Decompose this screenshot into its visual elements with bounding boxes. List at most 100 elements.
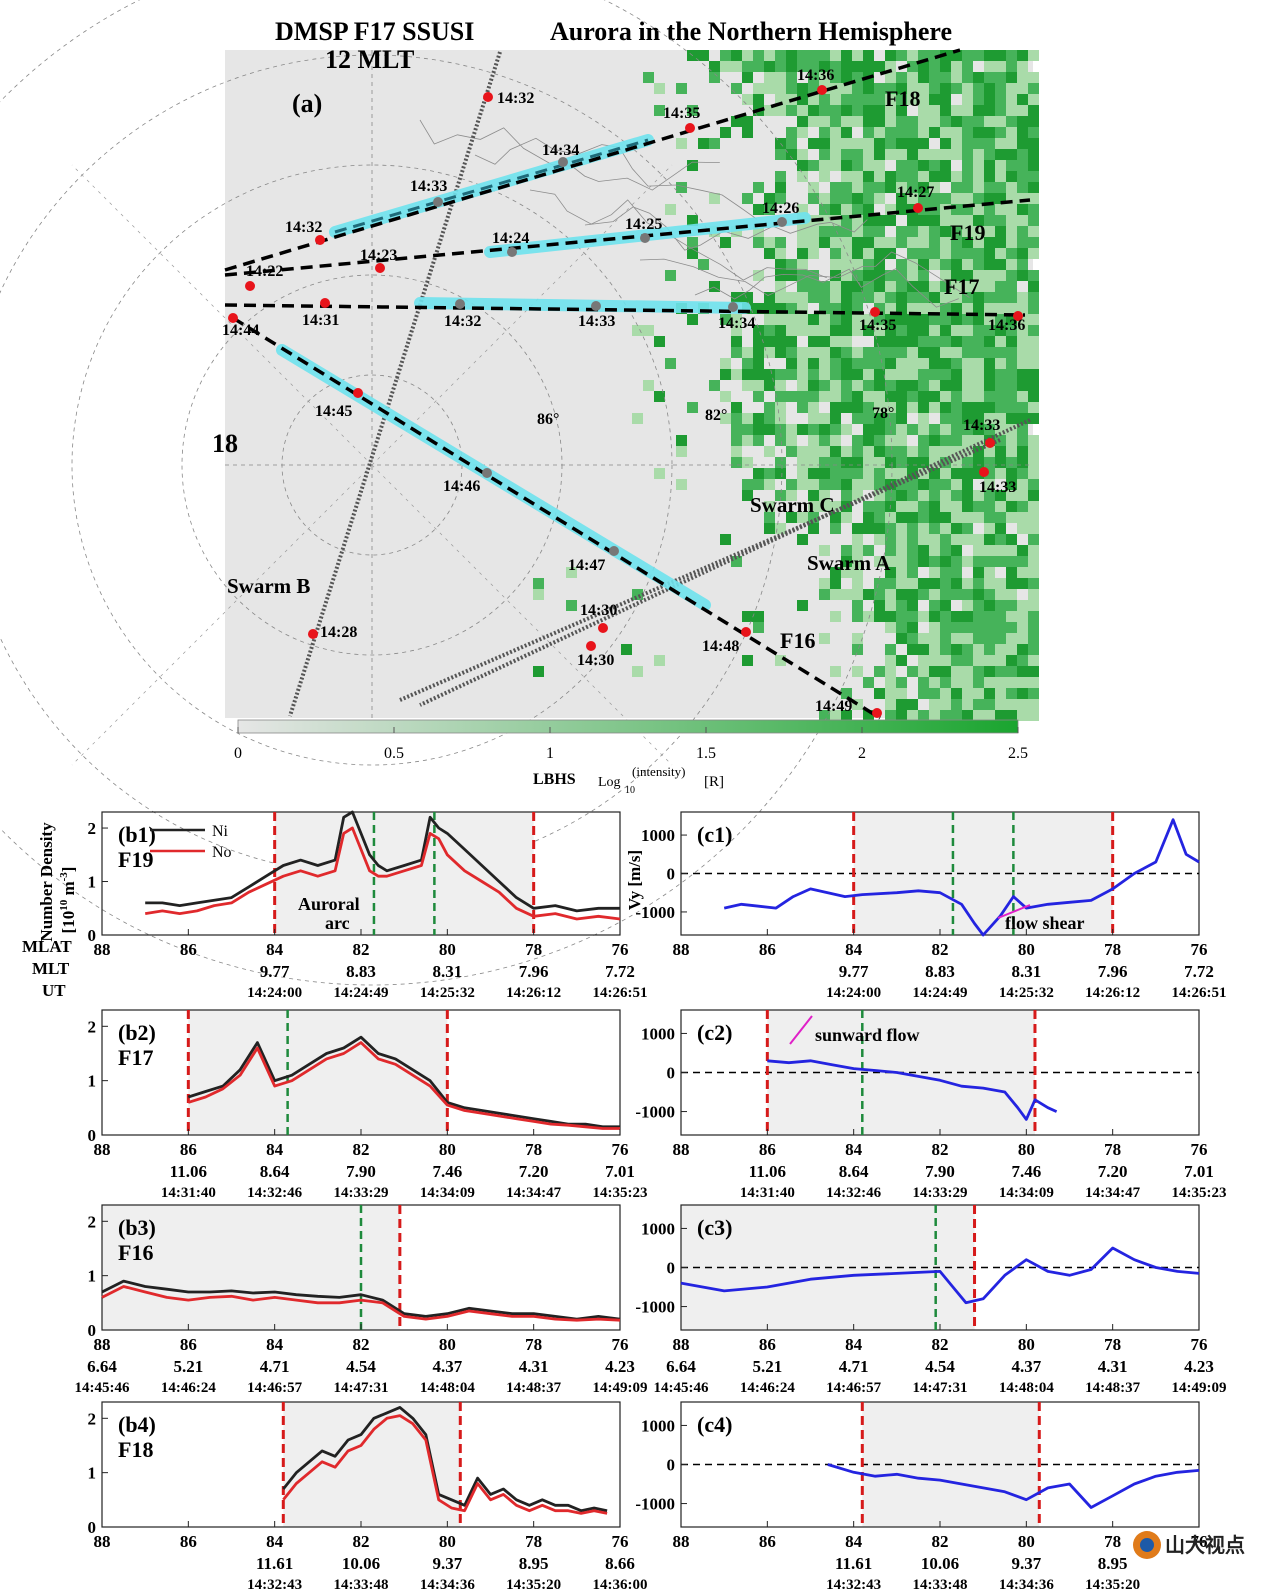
aurora-pixel	[753, 479, 764, 490]
left-ylabel-line1: Number Density	[37, 822, 56, 942]
aurora-pixel	[797, 380, 808, 391]
aurora-pixel	[940, 512, 951, 523]
aurora-pixel	[940, 72, 951, 83]
aurora-pixel	[1006, 545, 1017, 556]
aurora-pixel	[973, 666, 984, 677]
aurora-pixel	[764, 204, 775, 215]
aurora-pixel	[775, 413, 786, 424]
aurora-pixel	[1017, 413, 1028, 424]
aurora-pixel	[995, 138, 1006, 149]
aurora-pixel	[984, 127, 995, 138]
aurora-pixel	[1028, 446, 1039, 457]
mlat-tick-label: 80	[1018, 940, 1035, 959]
aurora-pixel	[885, 105, 896, 116]
aurora-pixel	[885, 215, 896, 226]
aurora-pixel	[742, 490, 753, 501]
mlat-tick-label: 78	[525, 1335, 542, 1354]
aurora-pixel	[1006, 347, 1017, 358]
aurora-pixel	[621, 644, 632, 655]
aurora-pixel	[1028, 402, 1039, 413]
aurora-pixel	[1017, 204, 1028, 215]
track-time-marker	[245, 281, 255, 291]
aurora-pixel	[775, 655, 786, 666]
aurora-pixel	[687, 105, 698, 116]
aurora-pixel	[566, 600, 577, 611]
aurora-pixel	[918, 237, 929, 248]
ut-tick-label: 14:34:09	[420, 1185, 475, 1201]
aurora-pixel	[951, 325, 962, 336]
aurora-pixel	[764, 347, 775, 358]
aurora-pixel	[1028, 435, 1039, 446]
aurora-pixel	[962, 83, 973, 94]
aurora-pixel	[874, 61, 885, 72]
y-tick-label: 1000	[641, 1024, 675, 1043]
aurora-pixel	[962, 204, 973, 215]
mlt-tick-label: 5.21	[173, 1357, 203, 1376]
aurora-pixel	[907, 391, 918, 402]
aurora-pixel	[918, 710, 929, 721]
ut-tick-label: 14:48:37	[1085, 1380, 1140, 1396]
aurora-pixel	[929, 677, 940, 688]
aurora-pixel	[841, 347, 852, 358]
aurora-pixel	[918, 281, 929, 292]
aurora-pixel	[819, 193, 830, 204]
aurora-pixel	[1028, 127, 1039, 138]
aurora-pixel	[764, 501, 775, 512]
aurora-pixel	[665, 270, 676, 281]
aurora-pixel	[819, 94, 830, 105]
aurora-pixel	[764, 193, 775, 204]
aurora-pixel	[808, 501, 819, 512]
aurora-pixel	[929, 237, 940, 248]
aurora-pixel	[797, 303, 808, 314]
aurora-pixel	[830, 270, 841, 281]
aurora-pixel	[896, 622, 907, 633]
aurora-pixel	[1006, 666, 1017, 677]
mlat-tick-label: 80	[1018, 1140, 1035, 1159]
aurora-pixel	[863, 270, 874, 281]
aurora-pixel	[1006, 501, 1017, 512]
mlat-tick-label: 82	[932, 1532, 949, 1551]
aurora-pixel	[885, 292, 896, 303]
aurora-pixel	[786, 512, 797, 523]
aurora-pixel	[786, 105, 797, 116]
aurora-pixel	[1028, 413, 1039, 424]
aurora-pixel	[929, 149, 940, 160]
aurora-pixel	[907, 61, 918, 72]
aurora-pixel	[951, 589, 962, 600]
aurora-pixel	[940, 446, 951, 457]
aurora-pixel	[1028, 281, 1039, 292]
aurora-pixel	[951, 567, 962, 578]
aurora-pixel	[841, 424, 852, 435]
aurora-pixel	[984, 171, 995, 182]
aurora-pixel	[962, 149, 973, 160]
aurora-pixel	[995, 369, 1006, 380]
aurora-pixel	[720, 50, 731, 61]
aurora-pixel	[841, 72, 852, 83]
aurora-pixel	[808, 391, 819, 402]
y-tick-label: 2	[88, 1409, 97, 1428]
aurora-pixel	[863, 127, 874, 138]
aurora-pixel	[852, 556, 863, 567]
aurora-pixel	[753, 611, 764, 622]
aurora-pixel	[907, 644, 918, 655]
y-tick-label: 0	[667, 865, 676, 884]
aurora-pixel	[907, 457, 918, 468]
panel-label: (c4)	[697, 1412, 732, 1437]
mlt-tick-label: 9.77	[260, 962, 290, 981]
aurora-pixel	[907, 226, 918, 237]
aurora-pixel	[929, 567, 940, 578]
aurora-pixel	[885, 391, 896, 402]
aurora-pixel	[995, 545, 1006, 556]
aurora-pixel	[764, 303, 775, 314]
aurora-pixel	[808, 446, 819, 457]
aurora-pixel	[676, 83, 687, 94]
aurora-pixel	[962, 413, 973, 424]
aurora-pixel	[863, 182, 874, 193]
aurora-pixel	[973, 534, 984, 545]
aurora-pixel	[830, 160, 841, 171]
aurora-pixel	[1017, 490, 1028, 501]
aurora-pixel	[973, 545, 984, 556]
panel-label: (b1)	[118, 822, 156, 847]
aurora-pixel	[830, 325, 841, 336]
aurora-pixel	[819, 347, 830, 358]
